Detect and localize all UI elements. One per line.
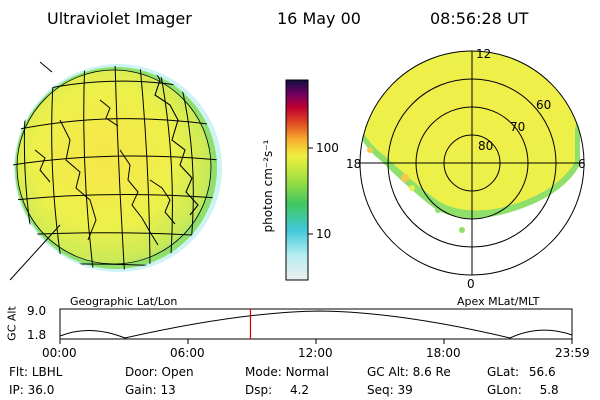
status-flt-value: LBHL <box>31 365 63 379</box>
mlt-label-0: 0 <box>467 277 475 291</box>
colorbar <box>285 79 313 281</box>
status-flt-label: Flt: <box>9 365 28 379</box>
polar-panel-label: Apex MLat/MLT <box>457 295 540 308</box>
instrument-title: Ultraviolet Imager <box>47 9 192 28</box>
mlt-label-6: 6 <box>578 157 586 171</box>
status-seq: Seq: 39 <box>367 384 413 396</box>
time-tick-0600: 06:00 <box>170 346 205 360</box>
status-ip: IP: 36.0 <box>9 384 54 396</box>
status-glon: GLon: 5.8 <box>487 384 559 396</box>
status-mode-value: Normal <box>285 365 329 379</box>
status-gc-alt: GC Alt: 8.6 Re <box>367 366 451 378</box>
altitude-plot <box>59 308 573 344</box>
status-gain: Gain: 13 <box>125 384 176 396</box>
status-seq-value: 39 <box>397 383 413 397</box>
status-gain-value: 13 <box>160 383 176 397</box>
status-ip-value: 36.0 <box>27 383 55 397</box>
gc-alt-tick-max: 9.0 <box>27 304 47 318</box>
status-ip-label: IP: <box>9 383 24 397</box>
gc-alt-tick-min: 1.8 <box>27 328 47 342</box>
lat-label-80: 80 <box>478 139 494 153</box>
status-door: Door: Open <box>125 366 194 378</box>
status-glon-value: 5.8 <box>539 383 559 397</box>
time-tick-1200: 12:00 <box>298 346 333 360</box>
status-seq-label: Seq: <box>367 383 394 397</box>
status-flt: Flt: LBHL <box>9 366 62 378</box>
lat-label-60: 60 <box>536 98 552 112</box>
status-mode: Mode: Normal <box>245 366 329 378</box>
status-door-label: Door: <box>125 365 158 379</box>
polar-plot <box>359 50 585 276</box>
observation-date: 16 May 00 <box>277 9 361 28</box>
mlt-label-18: 18 <box>346 157 362 171</box>
time-tick-2359: 23:59 <box>555 346 590 360</box>
status-gc-alt-label: GC Alt: <box>367 365 409 379</box>
time-tick-1800: 18:00 <box>426 346 461 360</box>
status-glat-value: 56.6 <box>528 365 556 379</box>
lat-label-70: 70 <box>510 120 526 134</box>
status-dsp-value: 4.2 <box>289 383 310 397</box>
colorbar-tick-10: 10 <box>316 227 332 241</box>
status-dsp-label: Dsp: <box>245 383 273 397</box>
status-glat: GLat: 56.6 <box>487 366 556 378</box>
status-gain-label: Gain: <box>125 383 157 397</box>
status-glat-label: GLat: <box>487 365 520 379</box>
geographic-globe <box>9 61 222 281</box>
geographic-panel-label: Geographic Lat/Lon <box>70 295 178 308</box>
status-door-value: Open <box>161 365 194 379</box>
colorbar-tick-100: 100 <box>316 141 339 155</box>
time-tick-0000: 00:00 <box>42 346 77 360</box>
status-dsp: Dsp: 4.2 <box>245 384 309 396</box>
status-gc-alt-value: 8.6 Re <box>412 365 451 379</box>
colorbar-unit-label: photon cm⁻²s⁻¹ <box>261 139 275 233</box>
mlt-label-12: 12 <box>476 47 492 61</box>
status-mode-label: Mode: <box>245 365 282 379</box>
gc-alt-axis-label: GC Alt <box>5 306 19 341</box>
observation-time: 08:56:28 UT <box>430 9 529 28</box>
status-glon-label: GLon: <box>487 383 522 397</box>
